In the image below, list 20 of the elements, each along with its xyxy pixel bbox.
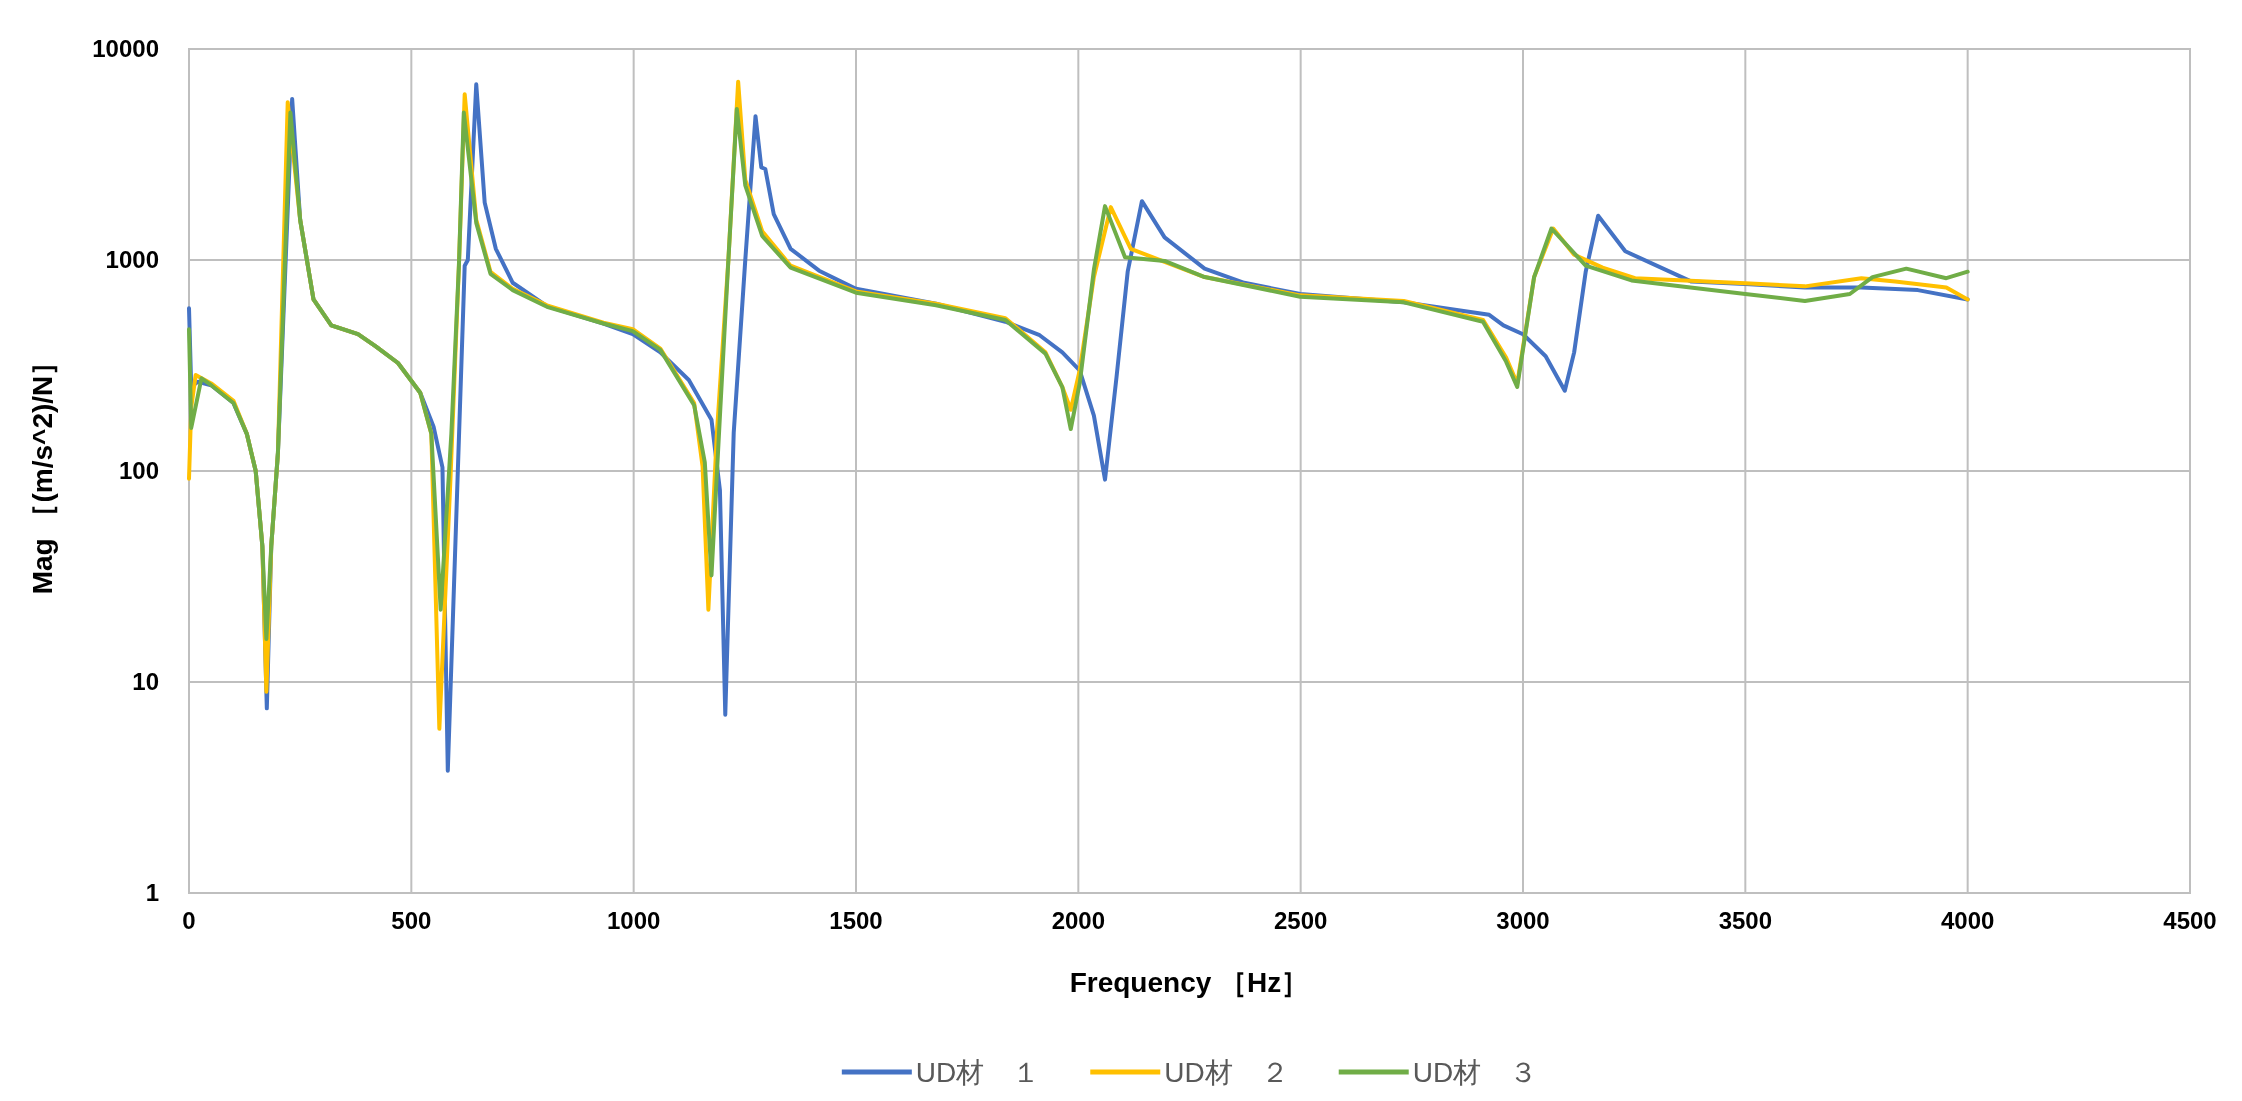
x-tick-label: 0 (182, 907, 196, 934)
legend-label: UD材 ２ (1164, 1057, 1289, 1088)
x-tick-label: 4500 (2163, 907, 2217, 934)
y-tick-label: 1 (145, 879, 159, 906)
y-tick-label: 10000 (92, 35, 159, 62)
y-tick-label: 1000 (105, 246, 159, 273)
y-tick-label: 100 (118, 457, 159, 484)
x-tick-label: 2500 (1273, 907, 1328, 934)
x-tick-label: 1000 (606, 907, 661, 934)
y-axis-title: Mag ［(m/s^2)/N］ (27, 347, 58, 595)
legend-label: UD材 ３ (1412, 1057, 1538, 1088)
x-tick-label: 3500 (1718, 907, 1773, 934)
x-axis-title: Frequency ［Hz］ (1069, 967, 1310, 998)
x-tick-label: 1500 (829, 907, 883, 934)
y-tick-label: 10 (132, 668, 159, 695)
x-tick-label: 4000 (1940, 907, 1995, 934)
x-tick-label: 2000 (1051, 907, 1106, 934)
legend-label: UD材 １ (915, 1057, 1041, 1088)
x-tick-label: 500 (391, 907, 432, 934)
x-tick-label: 3000 (1496, 907, 1550, 934)
